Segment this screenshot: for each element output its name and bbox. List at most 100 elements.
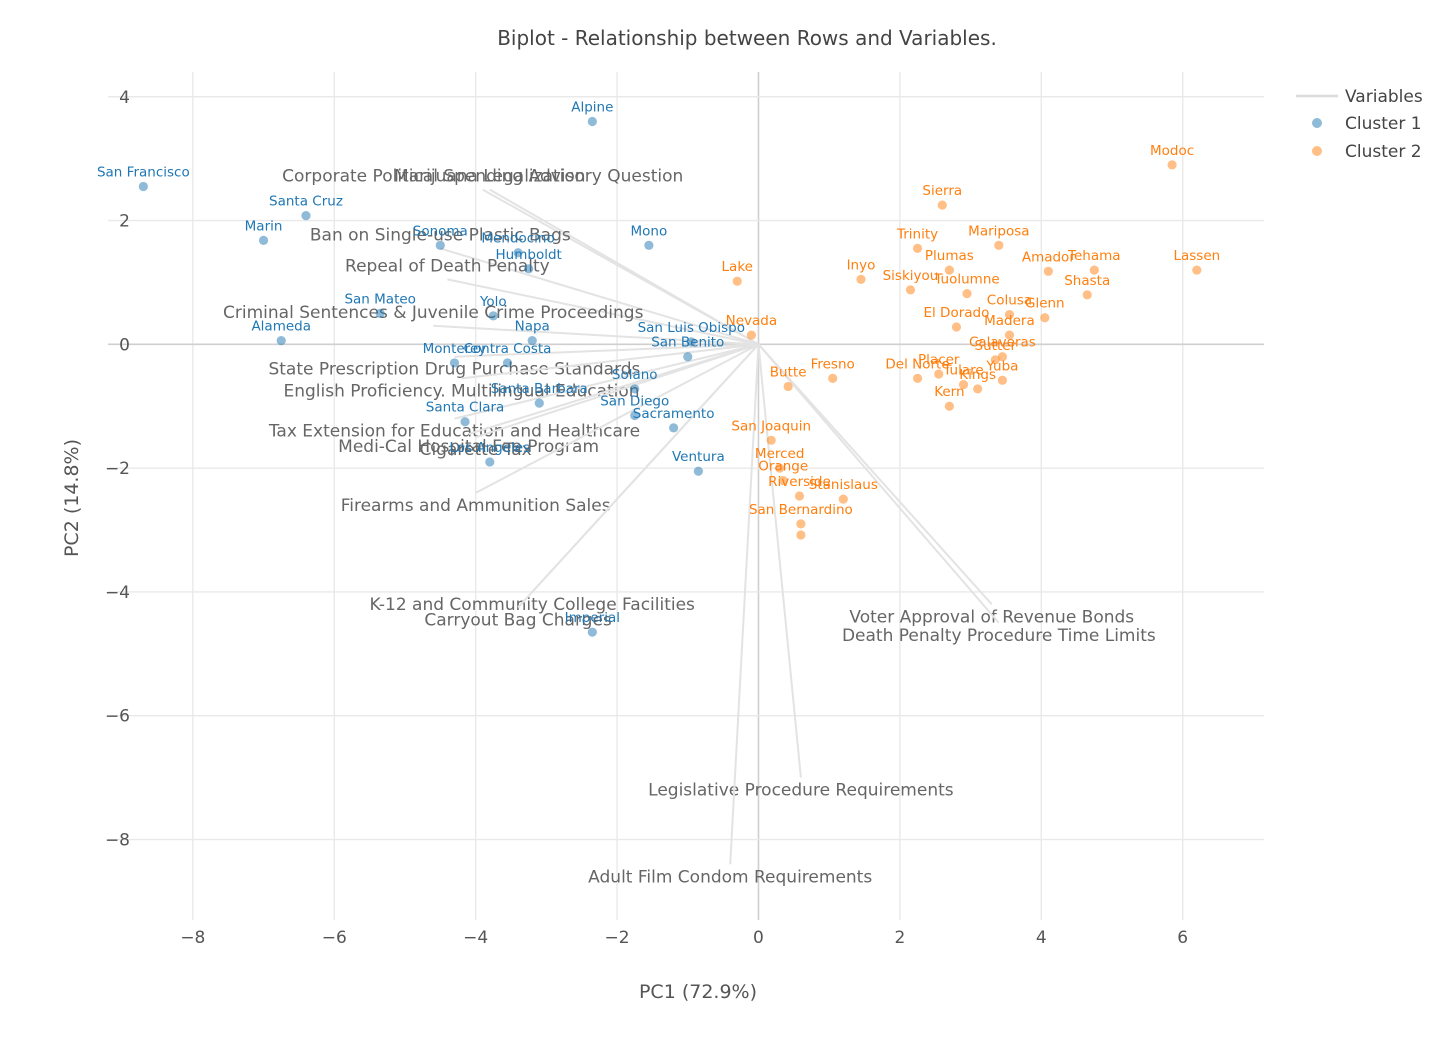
point-label: Placer bbox=[918, 352, 960, 368]
data-point[interactable] bbox=[937, 200, 947, 210]
data-point[interactable] bbox=[301, 211, 311, 221]
point-label: Plumas bbox=[925, 248, 974, 264]
data-point[interactable] bbox=[276, 336, 286, 346]
data-point[interactable] bbox=[1192, 265, 1202, 275]
data-point[interactable] bbox=[746, 330, 757, 340]
data-point[interactable] bbox=[912, 243, 923, 254]
data-point[interactable] bbox=[912, 373, 923, 383]
point-label: Madera bbox=[984, 313, 1035, 329]
data-point[interactable] bbox=[997, 375, 1007, 385]
point-label: Sacramento bbox=[633, 406, 715, 422]
data-point[interactable] bbox=[905, 285, 916, 295]
data-point[interactable] bbox=[1040, 313, 1050, 323]
data-point[interactable] bbox=[1167, 160, 1177, 170]
data-point[interactable] bbox=[958, 379, 969, 390]
variable-vector bbox=[757, 344, 802, 778]
data-point[interactable] bbox=[856, 274, 866, 284]
legend-item-cluster-2[interactable]: Cluster 2 bbox=[1312, 142, 1422, 162]
data-point[interactable] bbox=[934, 369, 944, 379]
data-point[interactable] bbox=[485, 457, 495, 467]
point-label: San Luis Obispo bbox=[638, 320, 745, 336]
data-point[interactable] bbox=[778, 475, 788, 486]
variable-label: Medi-Cal Hospital Fee Program bbox=[338, 437, 599, 457]
data-point[interactable] bbox=[973, 384, 983, 394]
data-point[interactable] bbox=[587, 116, 597, 127]
point-label: Alameda bbox=[251, 319, 311, 335]
data-point[interactable] bbox=[794, 491, 805, 501]
point-label: Solano bbox=[612, 367, 658, 383]
data-point[interactable] bbox=[534, 398, 544, 408]
point-label: Trinity bbox=[896, 226, 938, 242]
data-point[interactable] bbox=[686, 337, 696, 347]
data-point[interactable] bbox=[488, 311, 498, 321]
variable-label: State Prescription Drug Purchase Standar… bbox=[268, 360, 640, 380]
variable-vector bbox=[757, 343, 1000, 624]
point-label: Nevada bbox=[726, 313, 778, 329]
data-point[interactable] bbox=[838, 494, 848, 504]
data-point[interactable] bbox=[1004, 330, 1015, 340]
point-label: Marin bbox=[245, 218, 283, 234]
data-point[interactable] bbox=[1082, 290, 1092, 300]
data-point[interactable] bbox=[693, 466, 703, 476]
data-point[interactable] bbox=[513, 248, 523, 258]
data-point[interactable] bbox=[796, 519, 806, 529]
data-point[interactable] bbox=[1043, 266, 1053, 276]
data-point[interactable] bbox=[951, 322, 962, 332]
point-label: Shasta bbox=[1064, 273, 1110, 289]
data-point[interactable] bbox=[1004, 310, 1015, 320]
variable-label: Voter Approval of Revenue Bonds bbox=[849, 607, 1134, 627]
data-point[interactable] bbox=[435, 240, 445, 250]
data-point[interactable] bbox=[460, 417, 470, 427]
data-point[interactable] bbox=[962, 288, 972, 299]
data-point[interactable] bbox=[828, 373, 838, 383]
data-point[interactable] bbox=[994, 240, 1004, 250]
data-point[interactable] bbox=[683, 352, 693, 362]
legend-cluster-1-label: Cluster 1 bbox=[1345, 114, 1422, 134]
variable-label: Legislative Procedure Requirements bbox=[648, 781, 954, 801]
x-tick-label: 6 bbox=[1177, 928, 1188, 948]
data-point[interactable] bbox=[766, 435, 776, 445]
data-point[interactable] bbox=[796, 530, 806, 540]
data-point[interactable] bbox=[138, 181, 148, 192]
chart-title: Biplot - Relationship between Rows and V… bbox=[497, 26, 997, 50]
point-label: San Joaquin bbox=[731, 418, 811, 434]
variable-vector bbox=[433, 324, 759, 346]
data-point[interactable] bbox=[502, 358, 513, 368]
data-point[interactable] bbox=[1089, 265, 1099, 275]
data-point[interactable] bbox=[630, 410, 640, 421]
y-tick-label: −4 bbox=[105, 583, 130, 603]
data-point[interactable] bbox=[669, 423, 679, 433]
legend[interactable]: Variables Cluster 1 Cluster 2 bbox=[1296, 87, 1423, 162]
data-point[interactable] bbox=[775, 463, 785, 473]
point-label: Los Angeles bbox=[449, 440, 530, 456]
data-point[interactable] bbox=[524, 264, 534, 274]
data-point[interactable] bbox=[944, 265, 954, 275]
legend-item-cluster-1[interactable]: Cluster 1 bbox=[1312, 114, 1422, 134]
data-point[interactable] bbox=[644, 240, 654, 250]
data-point[interactable] bbox=[258, 235, 269, 245]
data-point[interactable] bbox=[997, 352, 1007, 362]
point-label: Kern bbox=[934, 384, 964, 400]
point-label: Tulare bbox=[942, 363, 983, 379]
point-label: San Mateo bbox=[344, 291, 415, 307]
data-point[interactable] bbox=[449, 358, 460, 368]
variable-vector bbox=[475, 343, 759, 439]
data-point[interactable] bbox=[944, 401, 954, 411]
variable-vector bbox=[517, 343, 760, 609]
legend-item-variables[interactable]: Variables bbox=[1296, 87, 1423, 107]
variable-label: Criminal Sentences & Juvenile Crime Proc… bbox=[223, 303, 644, 323]
variable-label: Adult Film Condom Requirements bbox=[588, 867, 872, 887]
data-point[interactable] bbox=[630, 384, 640, 394]
y-tick-label: 2 bbox=[119, 212, 130, 232]
y-tick-label: 0 bbox=[119, 335, 130, 355]
data-point[interactable] bbox=[527, 336, 537, 346]
data-point[interactable] bbox=[990, 355, 1000, 365]
point-label: Amador bbox=[1022, 249, 1075, 265]
data-point[interactable] bbox=[732, 276, 742, 286]
variable-label: Cigarette Tax bbox=[420, 440, 532, 460]
legend-cluster-2-label: Cluster 2 bbox=[1345, 142, 1422, 162]
data-point[interactable] bbox=[587, 627, 597, 637]
data-point[interactable] bbox=[375, 308, 385, 319]
data-point[interactable] bbox=[783, 381, 793, 392]
